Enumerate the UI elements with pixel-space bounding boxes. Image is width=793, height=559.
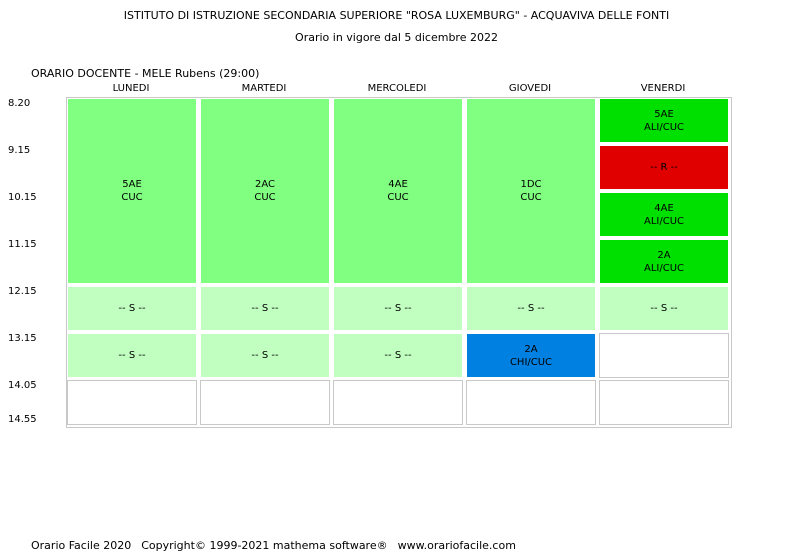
- empty-cell: [599, 333, 729, 378]
- lesson-cell[interactable]: 5AE ALI/CUC: [599, 98, 729, 143]
- empty-cell: [200, 380, 330, 425]
- lesson-subject: ALI/CUC: [643, 262, 684, 274]
- lesson-class: -- S --: [118, 350, 146, 361]
- day-header-monday: LUNEDI: [112, 83, 150, 94]
- lesson-cell[interactable]: 5AE CUC: [67, 98, 197, 284]
- footer-product: Orario Facile 2020: [31, 539, 132, 552]
- lesson-class: 1DC: [520, 179, 542, 190]
- day-header-wednesday: MERCOLEDI: [367, 83, 427, 94]
- lesson-class: -- S --: [251, 303, 279, 314]
- lesson-cell[interactable]: -- S --: [333, 286, 463, 331]
- footer-url[interactable]: www.orariofacile.com: [397, 539, 516, 552]
- lesson-class: 5AE: [654, 108, 674, 120]
- school-title: ISTITUTO DI ISTRUZIONE SECONDARIA SUPERI…: [123, 9, 670, 22]
- lesson-class: 2A: [657, 249, 671, 261]
- lesson-subject: CUC: [254, 192, 276, 203]
- lesson-subject: CHI/CUC: [509, 356, 553, 368]
- lesson-cell[interactable]: 2A CHI/CUC: [466, 333, 596, 378]
- lesson-class: 4AE: [388, 179, 408, 190]
- lesson-cell[interactable]: -- S --: [200, 286, 330, 331]
- lesson-cell[interactable]: 2A ALI/CUC: [599, 239, 729, 284]
- lesson-class: 2A: [524, 343, 538, 355]
- empty-cell: [333, 380, 463, 425]
- lesson-class: -- S --: [384, 303, 412, 314]
- lesson-class: -- R --: [650, 162, 678, 173]
- time-label: 9.15: [8, 145, 31, 156]
- lesson-subject: ALI/CUC: [643, 215, 684, 227]
- lesson-class: 4AE: [654, 202, 674, 214]
- lesson-subject: CUC: [520, 192, 542, 203]
- lesson-subject: CUC: [387, 192, 409, 203]
- lesson-subject: CUC: [121, 192, 143, 203]
- lesson-cell[interactable]: 4AE CUC: [333, 98, 463, 284]
- lesson-class: -- S --: [384, 350, 412, 361]
- time-label: 13.15: [8, 333, 37, 344]
- lesson-cell[interactable]: -- S --: [466, 286, 596, 331]
- lesson-cell[interactable]: 1DC CUC: [466, 98, 596, 284]
- lesson-class: -- S --: [517, 303, 545, 314]
- lesson-cell[interactable]: -- S --: [67, 333, 197, 378]
- day-header-friday: VENERDI: [640, 83, 686, 94]
- empty-cell: [599, 380, 729, 425]
- lesson-cell[interactable]: -- R --: [599, 145, 729, 190]
- lesson-cell[interactable]: 4AE ALI/CUC: [599, 192, 729, 237]
- time-label: 8.20: [8, 98, 31, 109]
- time-label: 12.15: [8, 286, 37, 297]
- timetable-grid: 5AE CUC 2AC CUC 4AE CUC 1DC CUC 5AE ALI/CUC -- R -…: [66, 97, 732, 428]
- lesson-cell[interactable]: -- S --: [200, 333, 330, 378]
- lesson-cell[interactable]: -- S --: [599, 286, 729, 331]
- lesson-subject: ALI/CUC: [643, 121, 684, 133]
- day-header-thursday: GIOVEDI: [508, 83, 552, 94]
- lesson-class: 5AE: [122, 179, 142, 190]
- time-label: 14.55: [8, 414, 37, 425]
- lesson-class: -- S --: [118, 303, 146, 314]
- lesson-cell[interactable]: -- S --: [333, 333, 463, 378]
- empty-cell: [466, 380, 596, 425]
- time-label: 14.05: [8, 380, 37, 391]
- footer: Orario Facile 2020 Copyright© 1999-2021 m…: [31, 539, 526, 552]
- lesson-class: 2AC: [254, 179, 275, 190]
- validity-date: Orario in vigore dal 5 dicembre 2022: [295, 31, 498, 44]
- lesson-class: -- S --: [251, 350, 279, 361]
- lesson-class: -- S --: [650, 303, 678, 314]
- time-label: 10.15: [8, 192, 37, 203]
- day-header-tuesday: MARTEDI: [241, 83, 287, 94]
- footer-copyright: Copyright© 1999-2021 mathema software®: [141, 539, 388, 552]
- lesson-cell[interactable]: 2AC CUC: [200, 98, 330, 284]
- time-label: 11.15: [8, 239, 37, 250]
- lesson-cell[interactable]: -- S --: [67, 286, 197, 331]
- empty-cell: [67, 380, 197, 425]
- teacher-label: ORARIO DOCENTE - MELE Rubens (29:00): [31, 67, 260, 80]
